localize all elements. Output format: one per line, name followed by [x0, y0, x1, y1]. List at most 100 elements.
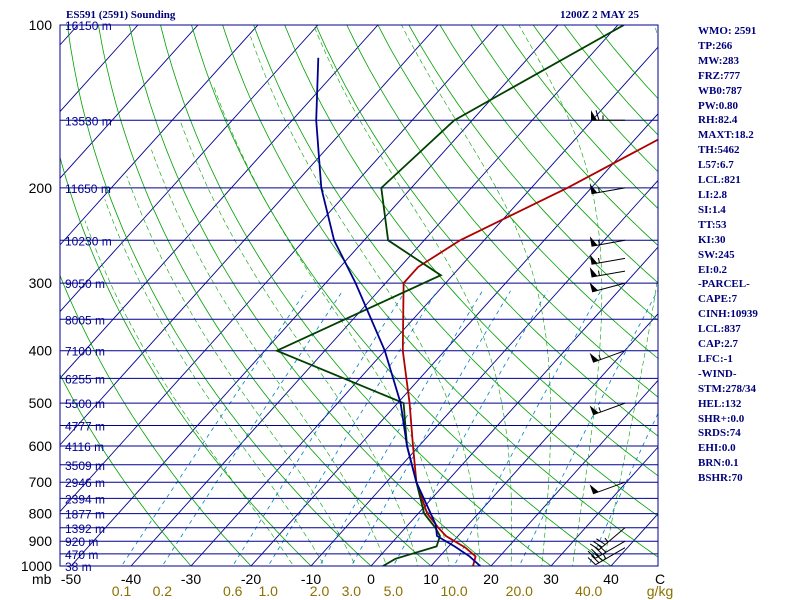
moist-adiabat-line	[104, 199, 325, 566]
pressure-tick-label: 500	[29, 395, 53, 411]
temperature-tick-label: -50	[61, 571, 81, 587]
barb-feather	[595, 110, 600, 121]
height-label: 9050 m	[65, 277, 105, 291]
isobars	[60, 24, 658, 567]
mixing-ratio-label: 2.0	[310, 583, 330, 599]
index-item: BSHR:70	[698, 472, 743, 485]
barb-half-feather	[598, 187, 600, 193]
isotherm-line	[60, 25, 319, 313]
isotherm-line	[60, 25, 259, 246]
index-item: LFC:-1	[698, 352, 733, 365]
moist-adiabat-line	[602, 25, 658, 566]
isotherm-line	[70, 25, 559, 566]
height-label: 16150 m	[65, 19, 112, 33]
mixing-ratio-label: 20.0	[506, 583, 533, 599]
temperature-tick-label: 10	[423, 571, 439, 587]
isotherm-line	[0, 25, 18, 566]
height-label: 7100 m	[65, 345, 105, 359]
mixing-ratio-label: 40.0	[575, 583, 602, 599]
index-item: HEL:132	[698, 397, 742, 410]
index-item: WB0:787	[698, 84, 742, 97]
barb-feather	[589, 543, 600, 551]
barb-half-feather	[598, 239, 600, 245]
index-item: SRDS:74	[698, 427, 741, 440]
moist-adiabat-line	[151, 149, 388, 566]
barb-feather	[587, 550, 596, 559]
pressure-tick-label: 800	[29, 506, 53, 522]
barb-feather	[593, 540, 603, 548]
moist-adiabat-line	[250, 36, 481, 566]
moist-adiabat-line	[518, 25, 603, 566]
moist-adiabat-line	[313, 25, 512, 566]
pressure-tick-label: 400	[29, 343, 53, 359]
barb-feather	[594, 546, 603, 555]
barb-feather	[587, 557, 596, 566]
dewpoint-profile	[274, 25, 625, 566]
mixing-ratio-line	[453, 290, 602, 566]
index-item: L57:6.7	[698, 159, 734, 172]
mixing-ratio-line	[518, 290, 658, 566]
temperature-tick-label: -40	[121, 571, 141, 587]
index-item: CINH:10939	[698, 308, 758, 321]
temperature-tick-label: -10	[301, 571, 321, 587]
pressure-tick-label: 600	[29, 438, 53, 454]
index-item: LCL:821	[698, 174, 741, 187]
chart-time: 1200Z 2 MAY 25	[560, 9, 639, 21]
barb-staff	[591, 187, 626, 195]
index-item: STM:278/34	[698, 382, 757, 395]
barb-flag	[589, 267, 598, 277]
height-label: 4116 m	[65, 440, 104, 454]
isotherm-line	[60, 25, 199, 179]
temperature-tick-label: -20	[241, 571, 261, 587]
dry-adiabat-line	[284, 25, 658, 477]
index-item: LI:2.8	[698, 188, 728, 201]
barb-flag	[589, 282, 598, 292]
isotherm-line	[430, 313, 658, 566]
mixing-ratio-line	[350, 290, 511, 566]
isotherm-line	[370, 246, 658, 566]
isotherm-line	[550, 446, 658, 566]
wind-barb	[587, 540, 626, 559]
barb-flag	[589, 183, 598, 194]
barb-staff	[591, 270, 626, 278]
temperature-tick-label: 40	[603, 571, 619, 587]
wind-barb	[589, 350, 626, 363]
index-item: LCL:837	[698, 323, 741, 336]
height-label: 470 m	[65, 548, 98, 562]
index-item: WMO: 2591	[698, 25, 757, 37]
isotherm-line	[490, 379, 658, 566]
dry-adiabat-line	[222, 25, 658, 558]
height-label: 13530 m	[65, 114, 112, 128]
dry-adiabat-line	[129, 25, 492, 566]
mixing-ratio-label: 10.0	[440, 583, 467, 599]
index-item: SHR+:0.0	[698, 412, 745, 425]
index-item: FRZ:777	[698, 69, 741, 82]
mixing-ratio-line	[232, 290, 406, 566]
temperature-tick-label: 0	[367, 571, 375, 587]
wind-barbs	[587, 110, 626, 566]
height-label: 8005 m	[65, 313, 105, 327]
wind-barb	[589, 282, 626, 293]
mixing-ratio-label: 5.0	[384, 583, 404, 599]
barb-staff	[595, 540, 626, 559]
moist-adiabat-line	[213, 86, 450, 566]
temperature-tick-label: 30	[543, 571, 559, 587]
height-label: 38 m	[65, 560, 92, 574]
dry-adiabat-line	[98, 25, 432, 566]
wind-barb	[589, 254, 626, 265]
barb-flag	[589, 484, 599, 494]
dry-adiabat-line	[377, 25, 658, 360]
temperature-unit-label: C	[655, 571, 665, 587]
pressure-tick-label: 900	[29, 533, 53, 549]
pressure-tick-label: 700	[29, 474, 53, 490]
pressure-unit-label: mb	[32, 571, 52, 587]
mixing-ratio-label: 1.0	[258, 583, 278, 599]
index-item: TH:5462	[698, 144, 740, 157]
height-label: 2394 m	[65, 492, 105, 506]
dry-adiabat-line	[60, 274, 252, 566]
barb-half-feather	[598, 407, 602, 413]
dry-adiabat-line	[160, 25, 552, 566]
barb-half-feather	[598, 257, 600, 263]
height-label: 4777 m	[65, 420, 105, 434]
plot-frame	[59, 24, 659, 567]
